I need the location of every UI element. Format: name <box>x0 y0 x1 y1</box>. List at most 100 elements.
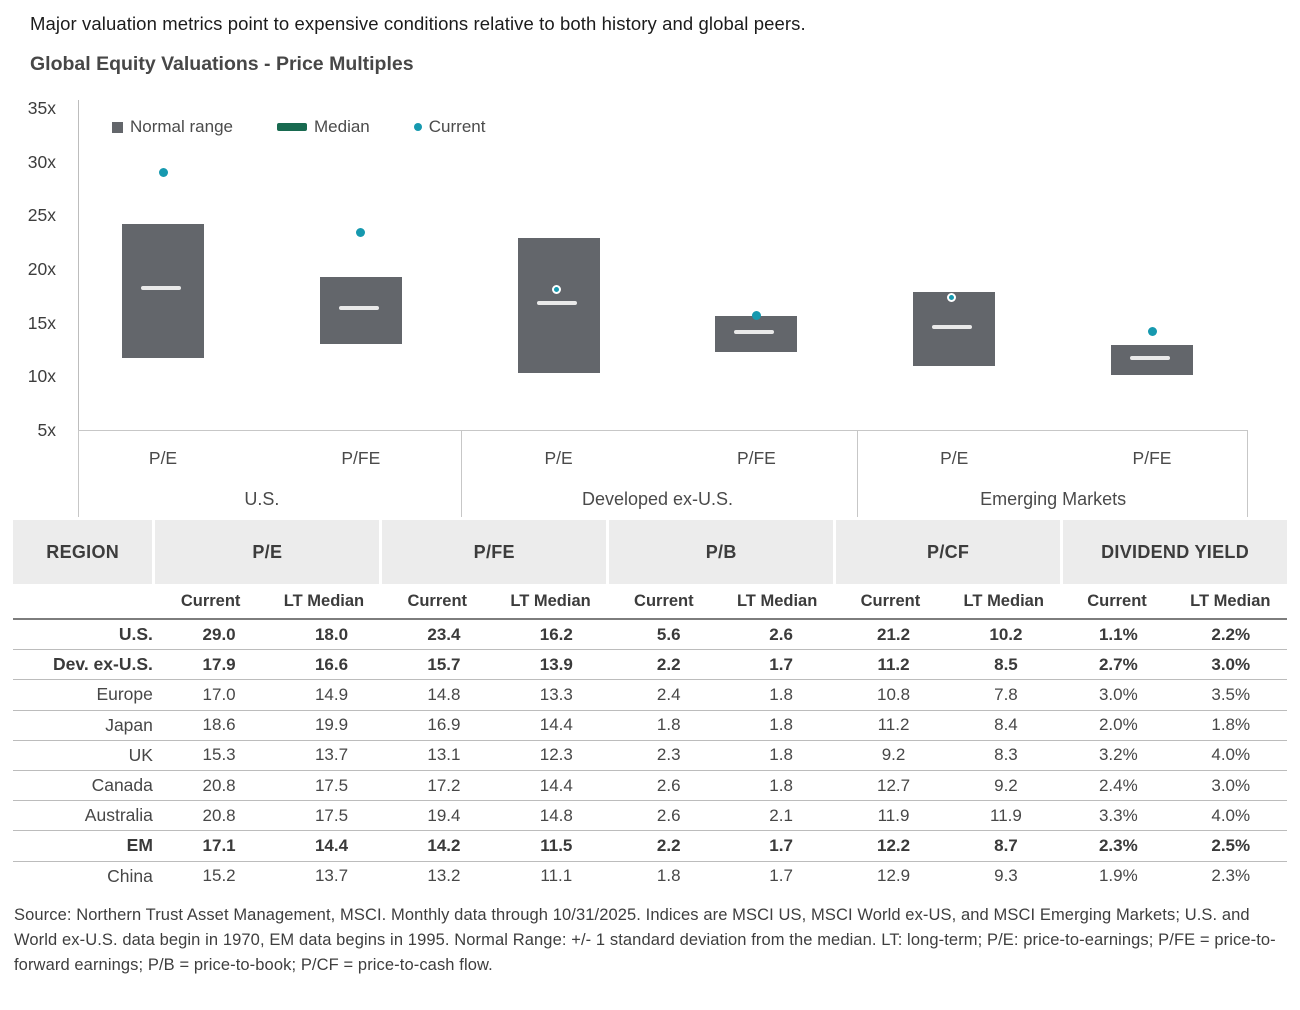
normal-range-box <box>122 223 204 359</box>
y-axis-tick-label: 30x <box>27 151 56 172</box>
value-cell: 2.6 <box>769 624 793 644</box>
value-cell: 14.4 <box>539 775 573 795</box>
table-row: Australia 20.8 17.5 19.4 14.8 2.6 2.1 11.9 11.9 3… <box>13 801 1287 832</box>
metric-label: P/E <box>544 448 573 468</box>
metric-label: P/FE <box>341 448 381 468</box>
subheader-spacer <box>13 584 154 618</box>
subheader: LT Median <box>1190 591 1271 610</box>
column-group-header: P/E <box>152 520 380 584</box>
value-cell: 13.7 <box>314 745 349 765</box>
value-cell: 9.2 <box>881 745 906 765</box>
current-dot <box>356 228 366 237</box>
value-cell: 2.5% <box>1211 835 1251 855</box>
metric-label: P/FE <box>736 448 776 468</box>
value-cell: 2.6 <box>656 805 681 825</box>
value-cell: 12.9 <box>876 866 911 886</box>
value-cell: 3.2% <box>1098 745 1138 765</box>
value-cell: 14.2 <box>427 835 461 855</box>
subheader: LT Median <box>963 591 1044 610</box>
current-dot <box>947 293 957 303</box>
value-cell: 3.3% <box>1098 805 1138 825</box>
value-cell: 11.9 <box>990 805 1022 825</box>
value-cell: 1.8% <box>1211 715 1251 735</box>
value-cell: 15.2 <box>202 866 236 886</box>
value-cell: 14.4 <box>314 835 349 855</box>
table-row: China 15.2 13.7 13.2 11.1 1.8 1.7 12.9 9.3 1.9% 2.… <box>13 862 1287 891</box>
value-cell: 9.3 <box>994 866 1018 886</box>
column-group-header: REGION <box>13 520 153 584</box>
table-header-groups: REGION P/E P/FE P/B P/CF DIVIDEND YIELD <box>13 520 1288 584</box>
group-label: Developed ex-U.S. <box>581 489 734 509</box>
value-cell: 20.8 <box>202 805 236 825</box>
value-cell: 10.2 <box>989 624 1023 644</box>
group-label: Emerging Markets <box>980 489 1127 509</box>
value-cell: 13.9 <box>539 654 573 674</box>
current-dot <box>751 310 761 320</box>
value-cell: 17.5 <box>314 805 349 825</box>
metric-label: P/E <box>148 448 178 468</box>
legend-label: Normal range <box>130 117 233 136</box>
value-cell: 2.6 <box>656 775 681 795</box>
chart-title: Global Equity Valuations - Price Multipl… <box>30 53 414 75</box>
region-cell: U.S. <box>118 624 153 645</box>
value-cell: 3.5% <box>1211 684 1251 704</box>
legend-swatch-square-icon <box>112 121 123 133</box>
region-cell: UK <box>128 744 153 765</box>
median-marker <box>734 330 775 335</box>
category-band-divider <box>857 430 858 517</box>
value-cell: 11.5 <box>540 835 573 855</box>
region-cell: Europe <box>96 684 153 705</box>
value-cell: 17.2 <box>427 775 461 795</box>
table-row: EM 17.1 14.4 14.2 11.5 2.2 1.7 12.2 8.7 2.3% 2.5% <box>13 831 1287 862</box>
value-cell: 21.2 <box>876 624 911 644</box>
value-cell: 4.0% <box>1211 745 1251 765</box>
region-cell: Dev. ex-U.S. <box>53 654 153 675</box>
y-axis-tick-label: 15x <box>27 312 56 333</box>
value-cell: 2.2 <box>656 654 681 674</box>
subheader: LT Median <box>736 591 818 610</box>
value-cell: 17.9 <box>202 654 236 674</box>
legend-item-median: Median <box>277 117 370 137</box>
table-row: Canada 20.8 17.5 17.2 14.4 2.6 1.8 12.7 9.2 2.4% 3… <box>13 771 1287 802</box>
subheader: Current <box>180 591 241 610</box>
column-group-header: P/B <box>606 520 834 584</box>
metric-label: P/E <box>940 448 969 468</box>
value-cell: 14.8 <box>427 684 461 704</box>
value-cell: 11.9 <box>877 805 910 825</box>
legend-swatch-dot-icon <box>413 123 422 131</box>
value-cell: 14.4 <box>539 715 573 735</box>
table-row: Japan 18.6 19.9 16.9 14.4 1.8 1.8 11.2 8.4 2.0% 1.… <box>13 711 1287 741</box>
table-row: U.S. 29.0 18.0 23.4 16.2 5.6 2.6 21.2 10.2 1.1% 2.… <box>13 620 1287 651</box>
median-marker <box>536 301 577 306</box>
legend-item-normal-range: Normal range <box>112 117 233 137</box>
category-band-divider <box>78 430 79 517</box>
value-cell: 1.8 <box>769 745 793 765</box>
value-cell: 1.8 <box>769 684 793 704</box>
region-cell: China <box>107 865 153 886</box>
value-cell: 8.3 <box>994 745 1018 765</box>
value-cell: 8.5 <box>994 654 1018 674</box>
source-note: Source: Northern Trust Asset Management,… <box>14 906 1276 975</box>
value-cell: 20.8 <box>202 775 236 795</box>
subheader: Current <box>1087 591 1147 610</box>
subheader: Current <box>634 591 694 610</box>
legend-item-current: Current <box>413 117 485 137</box>
value-cell: 13.7 <box>314 866 349 886</box>
value-cell: 18.0 <box>314 624 349 644</box>
valuation-table: REGION P/E P/FE P/B P/CF DIVIDEND YIELD Curren… <box>13 520 1288 891</box>
x-axis-baseline <box>78 430 1248 431</box>
value-cell: 12.7 <box>876 775 911 795</box>
value-cell: 17.0 <box>202 684 236 704</box>
y-axis-line <box>78 100 79 430</box>
value-cell: 2.3% <box>1211 866 1251 886</box>
value-cell: 15.7 <box>427 654 461 674</box>
column-group-header: P/CF <box>833 520 1061 584</box>
y-axis-tick-label: 20x <box>27 259 56 279</box>
subheader: LT Median <box>510 591 591 610</box>
value-cell: 1.1% <box>1098 624 1138 644</box>
metric-label: P/FE <box>1132 448 1172 468</box>
value-cell: 14.8 <box>539 805 573 825</box>
category-band-divider <box>1247 430 1248 517</box>
value-cell: 1.7 <box>769 866 793 886</box>
value-cell: 1.8 <box>656 715 681 735</box>
